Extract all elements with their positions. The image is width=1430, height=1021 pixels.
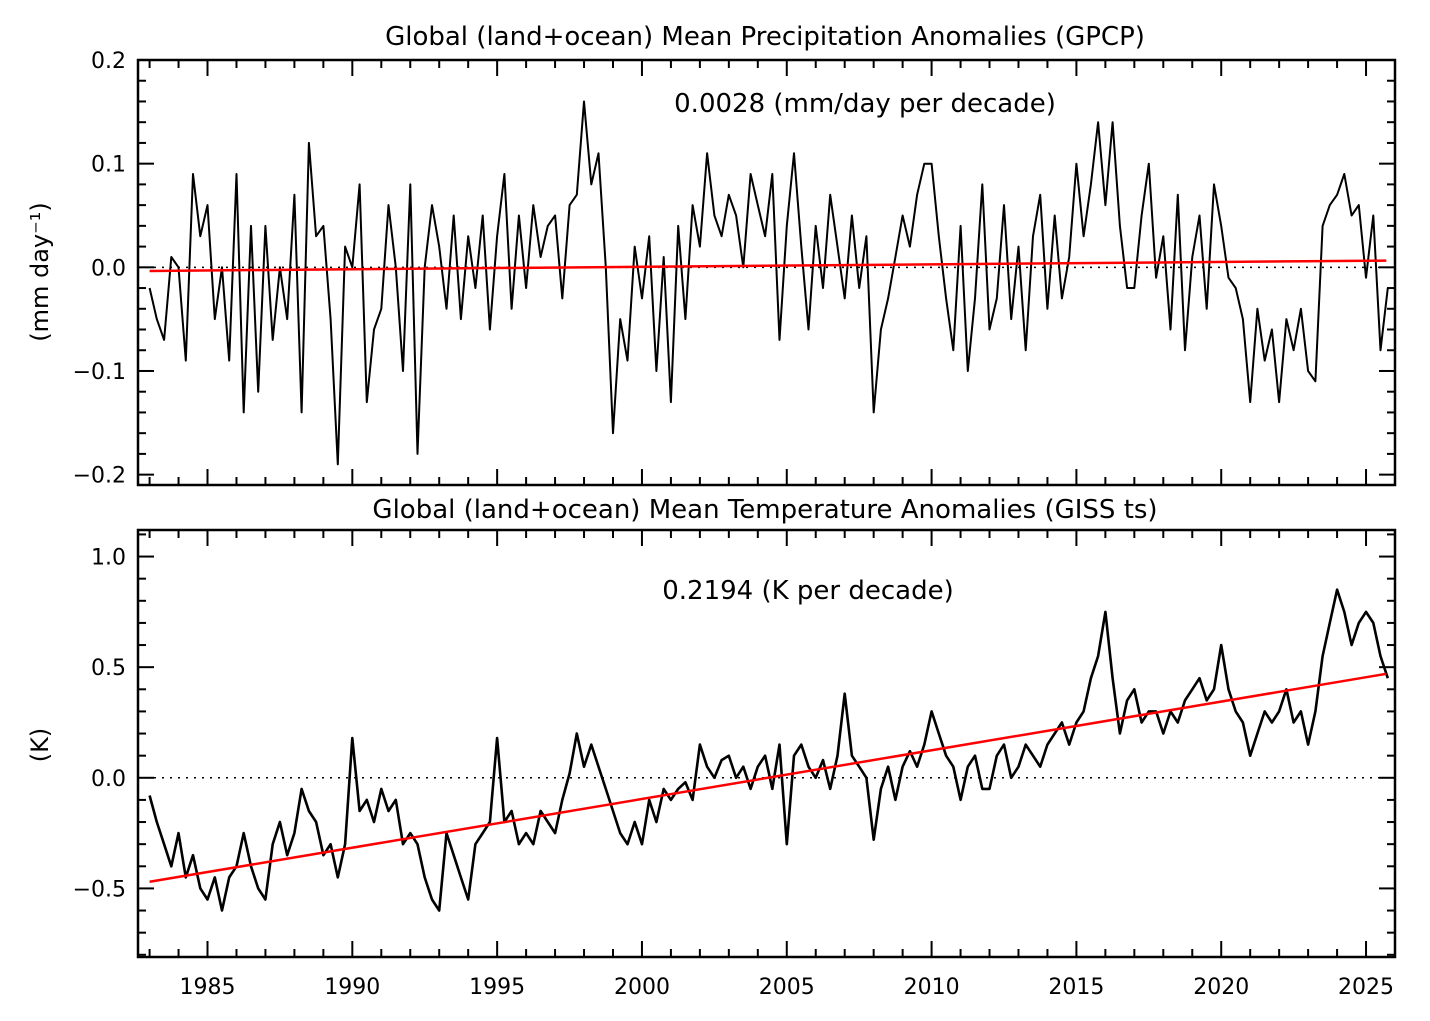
xtick-label: 2005 <box>759 975 815 1000</box>
xtick-label: 2025 <box>1338 975 1394 1000</box>
xtick-label: 1985 <box>180 975 236 1000</box>
temp-ytick-label: −0.5 <box>73 877 126 902</box>
precip-annotation: 0.0028 (mm/day per decade) <box>674 89 1056 119</box>
xtick-label: 2015 <box>1048 975 1104 1000</box>
precip-trend-line <box>149 259 1387 273</box>
temp-annotation: 0.2194 (K per decade) <box>662 576 954 606</box>
precip-title: Global (land+ocean) Mean Precipitation A… <box>385 22 1145 52</box>
precip-ytick-label: 0.2 <box>91 49 126 74</box>
temp-trend-line <box>149 672 1387 884</box>
xtick-label: 1990 <box>324 975 380 1000</box>
precip-plot-frame <box>136 58 1397 487</box>
precip-ytick-label: −0.2 <box>73 464 126 489</box>
temp-plot-frame <box>136 528 1397 959</box>
xtick-label: 1995 <box>469 975 525 1000</box>
xtick-label: 2010 <box>904 975 960 1000</box>
precip-series-line <box>148 100 1389 466</box>
xtick-label: 2000 <box>614 975 670 1000</box>
precip-ytick-label: 0.0 <box>91 256 126 281</box>
precip-ytick-label: −0.1 <box>73 360 126 385</box>
temp-title: Global (land+ocean) Mean Temperature Ano… <box>372 495 1157 525</box>
temp-ytick-label: 0.5 <box>91 656 126 681</box>
precip-ylabel: (mm day⁻¹) <box>26 202 54 342</box>
precip-panel: −0.2 −0.1 0.0 0.1 0.2 <box>73 49 1397 489</box>
precip-ytick-label: 0.1 <box>91 153 126 178</box>
xtick-label: 2020 <box>1193 975 1249 1000</box>
temp-ytick-label: 0.0 <box>91 767 126 792</box>
temp-panel: −0.5 0.0 0.5 1.0 1985 1990 1995 2000 2005 2010 201… <box>73 528 1397 1000</box>
temp-ylabel: (K) <box>26 728 54 762</box>
temp-series-line <box>148 588 1390 912</box>
temp-ytick-label: 1.0 <box>91 546 126 571</box>
